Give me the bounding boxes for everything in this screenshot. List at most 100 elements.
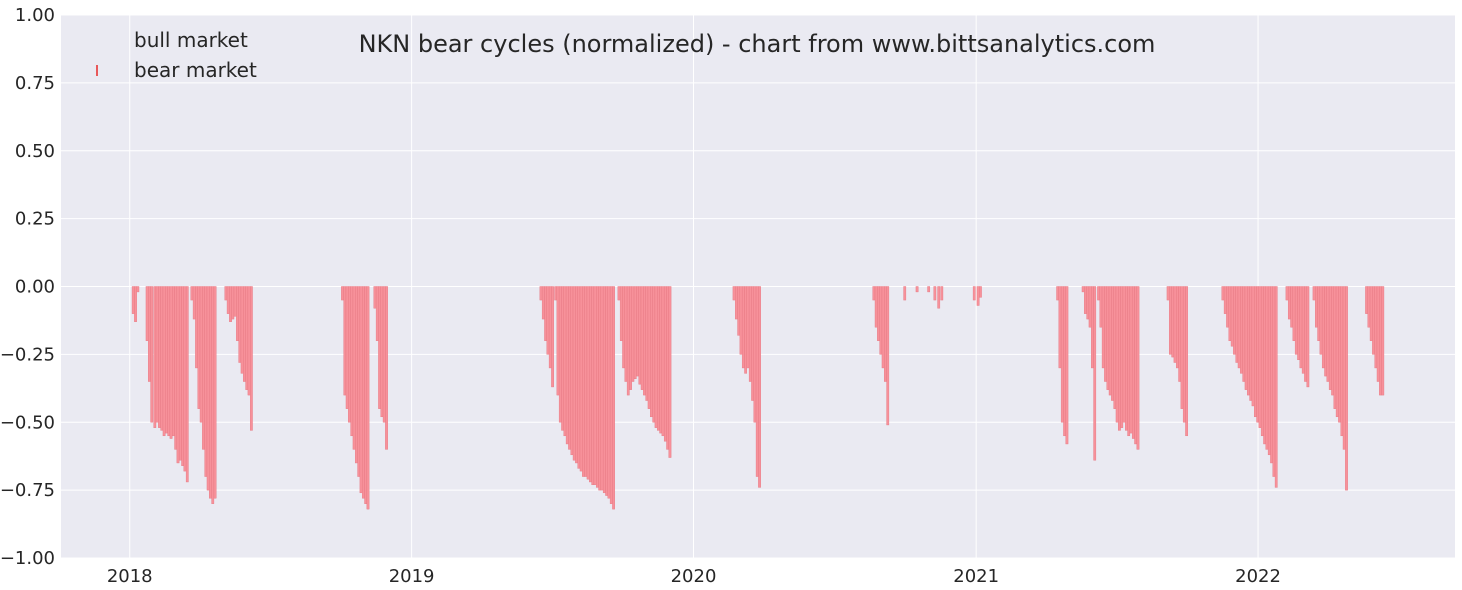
bear-market-bar [345, 286, 349, 409]
bear-market-bar [1113, 286, 1117, 409]
bear-market-bar [1379, 286, 1382, 396]
bear-market-bar [1235, 286, 1239, 363]
bear-market-bar [172, 286, 175, 437]
bear-market-bar [181, 286, 184, 466]
bear-market-bar [150, 286, 154, 423]
bear-market-bar [145, 286, 149, 341]
bear-market-bar [1270, 286, 1273, 464]
bear-market-bar [1274, 286, 1278, 488]
bear-market-bar [1058, 286, 1062, 369]
bear-market-bar [640, 286, 644, 390]
bear-market-bar [1292, 286, 1296, 341]
bear-market-bar [593, 286, 597, 485]
bear-market-bar [577, 286, 581, 469]
bear-market-bar [1244, 286, 1248, 390]
bear-market-bar [1265, 286, 1269, 450]
y-tick-label: −1.00 [0, 548, 55, 569]
bear-market-bar [1228, 286, 1232, 341]
bear-market-bar [204, 286, 208, 477]
bear-market-bar [739, 286, 743, 355]
bear-market-bar [1369, 286, 1373, 341]
bear-market-bar [758, 286, 761, 488]
bear-market-bar [1365, 286, 1368, 314]
bear-market-bar [879, 286, 883, 355]
bear-market-bar [1367, 286, 1371, 328]
bear-market-bar [1127, 286, 1131, 437]
bear-market-bar [192, 286, 196, 320]
bear-market-bar [1065, 286, 1069, 445]
bear-market-bar [1299, 286, 1303, 369]
x-tick-label: 2019 [389, 566, 435, 587]
bear-market-bar [1328, 286, 1332, 390]
bear-market-bar [366, 286, 370, 510]
bear-market-bar [976, 286, 980, 306]
bear-market-bar [661, 286, 665, 437]
bear-market-bar [874, 286, 878, 328]
bear-market-bar [1251, 286, 1255, 407]
bear-market-bar [556, 286, 560, 396]
bear-market-bar [213, 286, 217, 499]
bear-market-bar [1081, 286, 1085, 293]
bear-market-bar [245, 286, 249, 390]
bear-market-bar [350, 286, 354, 437]
bear-market-bar [937, 286, 941, 309]
bear-market-bar [247, 286, 251, 396]
bear-market-bar [596, 286, 599, 488]
bear-market-bar [972, 286, 976, 301]
bear-market-bar [659, 286, 663, 434]
bear-market-bar [1315, 286, 1318, 328]
bear-market-bar [886, 286, 890, 426]
bear-market-bar [250, 286, 253, 431]
bear-market-bar [1249, 286, 1253, 401]
bear-market-bar [622, 286, 625, 369]
bear-market-bar [539, 286, 543, 301]
bear-market-bar [568, 286, 571, 450]
bear-market-bar [645, 286, 649, 401]
bear-market-bar [343, 286, 347, 396]
bear-market-bar [238, 286, 242, 363]
bear-market-bar [748, 286, 752, 382]
bear-market-bar [1230, 286, 1234, 347]
bear-market-bar [373, 286, 377, 309]
bear-market-bar [1312, 286, 1316, 301]
bear-market-bar [183, 286, 187, 472]
bear-market-bar [643, 286, 646, 396]
bear-market-bar [1319, 286, 1323, 355]
x-tick-label: 2020 [671, 566, 717, 587]
bear-market-bar [1242, 286, 1246, 382]
bear-market-bar [1173, 286, 1177, 363]
bear-market-bar [1226, 286, 1229, 328]
bear-market-bar [600, 286, 604, 491]
y-tick-label: 0.25 [15, 209, 55, 230]
bear-market-bar [1111, 286, 1114, 401]
bear-market-bar [732, 286, 736, 301]
bear-market-bar [231, 286, 235, 320]
bear-market-bar [654, 286, 658, 428]
bear-market-bar [1287, 286, 1291, 320]
bear-market-bar [617, 286, 621, 301]
bear-market-bar [190, 286, 194, 301]
bear-market-bar [1129, 286, 1133, 434]
bear-market-bar [647, 286, 651, 409]
bear-market-bar [751, 286, 754, 401]
bear-market-bars [131, 286, 1385, 510]
y-axis-tick-labels: 1.00 0.75 0.50 0.25 0.00 −0.25 −0.50 −0.75 −1.00 [0, 5, 55, 569]
bear-market-bar [341, 286, 344, 301]
bear-market-bar [631, 286, 635, 382]
bear-market-bar [561, 286, 564, 431]
bear-market-bar [872, 286, 876, 301]
bear-market-bar [563, 286, 567, 437]
bear-market-bar [1335, 286, 1339, 418]
bear-market-bar [1180, 286, 1184, 409]
bear-market-bar [1372, 286, 1375, 355]
bear-market-bar [1345, 286, 1348, 491]
y-tick-label: −0.75 [0, 480, 55, 501]
bear-market-bar [240, 286, 244, 374]
bear-market-bar [1301, 286, 1305, 374]
bear-market-bar [737, 286, 741, 336]
bear-market-bar [243, 286, 246, 382]
bear-market-bar [1108, 286, 1112, 396]
bear-market-bar [657, 286, 660, 431]
bear-market-bar [979, 286, 982, 298]
bear-market-bar [744, 286, 748, 374]
